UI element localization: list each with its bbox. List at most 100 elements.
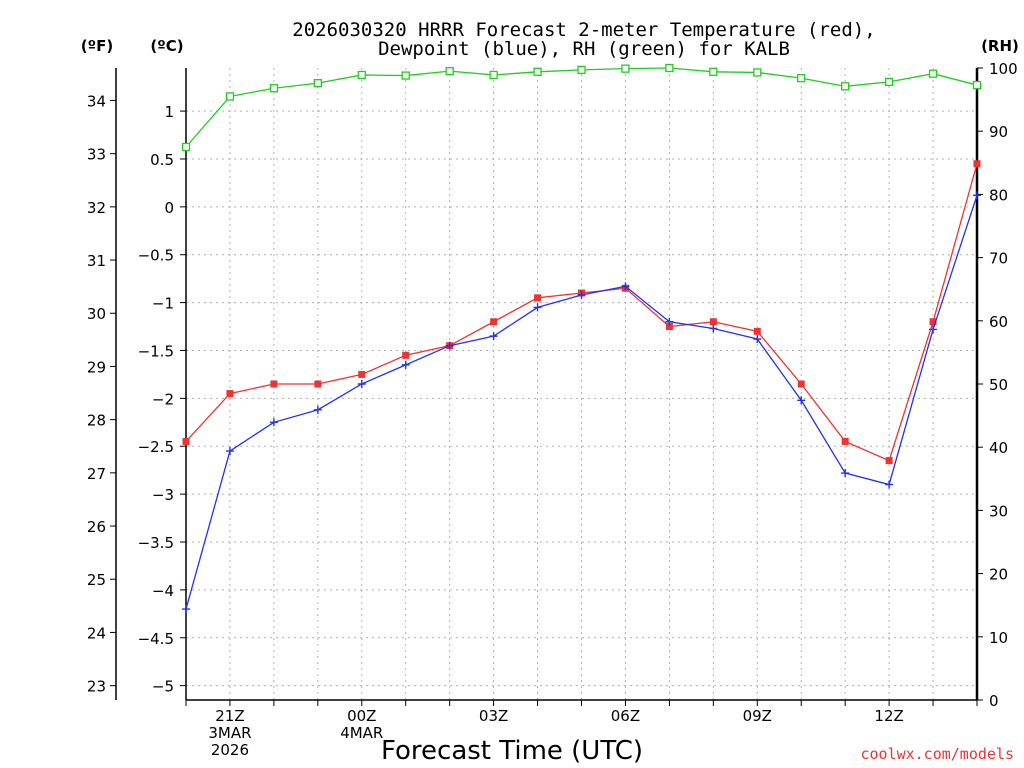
rh-point (753, 68, 762, 77)
celsius-tick-label: −2 (152, 390, 174, 408)
dewpoint-point (489, 332, 498, 341)
celsius-tick-label: −4 (152, 582, 174, 600)
temperature-point (490, 318, 498, 326)
dewpoint-point (533, 303, 542, 312)
credit-text: coolwx.com/models (860, 745, 1014, 763)
dewpoint-point (182, 605, 190, 614)
rh-tick-label: 60 (989, 313, 1008, 331)
temperature-point (226, 390, 234, 398)
dewpoint-line (185, 195, 978, 610)
rh-point (577, 65, 586, 75)
rh-tick-label: 90 (989, 123, 1008, 141)
temperature-point (709, 318, 717, 326)
x-tick-label: 4MAR (340, 724, 383, 742)
rh-point (489, 70, 498, 80)
fahrenheit-tick-label: 27 (87, 465, 106, 483)
temperature-point (929, 318, 937, 326)
celsius-tick-label: −3 (152, 486, 174, 504)
rh-tick-label: 10 (989, 629, 1008, 647)
dewpoint-point (665, 317, 674, 326)
rh-point (357, 70, 366, 80)
temperature-point (753, 327, 761, 335)
x-tick-label: 00Z (347, 707, 376, 725)
dewpoint-point (401, 360, 410, 369)
rh-point (445, 67, 454, 76)
celsius-tick-label: 0 (164, 199, 174, 217)
celsius-tick-label: −0.5 (138, 247, 174, 265)
rh-point (841, 82, 850, 91)
temperature-point (314, 380, 322, 388)
celsius-tick-label: −2.5 (138, 438, 174, 456)
rh-tick-label: 40 (989, 439, 1008, 457)
temperature-point (534, 294, 542, 302)
rh-point (797, 73, 806, 83)
dewpoint-point (709, 324, 718, 333)
fahrenheit-tick-label: 28 (87, 412, 106, 430)
dewpoint-point (885, 480, 894, 489)
temperature-point (797, 380, 805, 388)
celsius-tick-label: −3.5 (138, 534, 174, 552)
rh-point (313, 79, 322, 88)
dewpoint-point (841, 469, 850, 478)
celsius-tick-label: −4.5 (138, 630, 174, 648)
fahrenheit-tick-label: 25 (87, 571, 106, 589)
fahrenheit-tick-label: 24 (87, 624, 106, 642)
temperature-point (885, 457, 893, 465)
fahrenheit-tick-label: 26 (87, 518, 106, 536)
x-tick-label: 3MAR (208, 724, 251, 742)
dewpoint-point (929, 325, 938, 334)
temperature-point (270, 380, 278, 388)
celsius-tick-label: 1 (164, 103, 174, 121)
fahrenheit-tick-label: 29 (87, 358, 106, 376)
temperature-point (402, 351, 410, 359)
rh-tick-label: 50 (989, 376, 1008, 394)
rh-point (269, 84, 279, 93)
rh-point (401, 71, 410, 80)
rh-tick-label: 70 (989, 250, 1008, 268)
rh-unit-label: (RH) (981, 37, 1019, 55)
dewpoint-point (621, 282, 630, 291)
x-tick-label: 12Z (874, 707, 903, 725)
rh-point (665, 63, 674, 73)
dewpoint-point (269, 418, 278, 427)
dewpoint-point (577, 290, 586, 299)
dewpoint-point (313, 405, 322, 414)
x-tick-label: 06Z (611, 707, 640, 725)
dewpoint-point (357, 380, 366, 388)
celsius-tick-label: −1.5 (138, 342, 174, 360)
fahrenheit-tick-label: 23 (87, 678, 106, 696)
rh-tick-label: 20 (989, 566, 1008, 584)
fahrenheit-tick-label: 34 (87, 92, 106, 110)
rh-tick-label: 100 (989, 60, 1018, 78)
chart-title-line-2: Dewpoint (blue), RH (green) for KALB (378, 38, 790, 60)
fahrenheit-tick-label: 31 (87, 252, 106, 270)
rh-point (709, 67, 718, 76)
dewpoint-point (225, 447, 234, 456)
temperature-point (182, 437, 190, 445)
dewpoint-point (973, 191, 981, 200)
x-tick-label: 09Z (743, 707, 772, 725)
x-axis-label: Forecast Time (UTC) (381, 736, 643, 766)
rh-point (884, 77, 894, 87)
fahrenheit-unit-label: (ºF) (81, 37, 113, 55)
fahrenheit-tick-label: 32 (87, 199, 106, 217)
dewpoint-point (797, 396, 806, 405)
x-tick-label: 2026 (211, 741, 249, 759)
rh-point (972, 80, 982, 90)
temperature-point (841, 437, 849, 445)
rh-point (225, 92, 235, 101)
fahrenheit-tick-label: 33 (87, 146, 106, 164)
rh-point (181, 142, 191, 152)
dewpoint-point (753, 334, 762, 343)
rh-point (928, 69, 938, 78)
x-tick-label: 21Z (215, 707, 244, 725)
temperature-point (358, 370, 366, 378)
celsius-tick-label: −5 (152, 678, 174, 696)
celsius-tick-label: −1 (152, 295, 174, 313)
chart-title-line-1: 2026030320 HRRR Forecast 2-meter Tempera… (292, 19, 875, 41)
rh-tick-label: 80 (989, 186, 1008, 204)
axes (110, 67, 983, 706)
temperature-point (973, 160, 981, 168)
dewpoint-point (445, 341, 454, 350)
